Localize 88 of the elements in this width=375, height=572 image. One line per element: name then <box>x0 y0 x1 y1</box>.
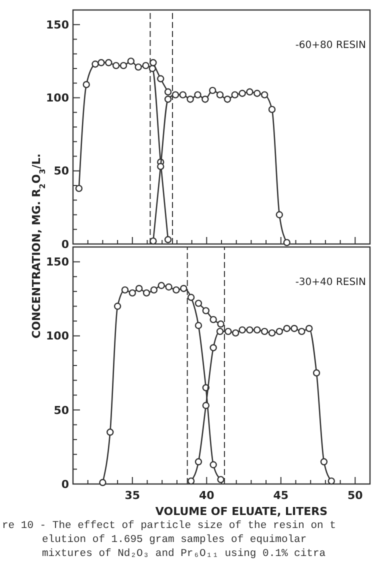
point <box>268 106 276 114</box>
point <box>172 91 180 98</box>
point <box>254 90 261 97</box>
point <box>276 328 284 336</box>
point <box>254 326 261 334</box>
y-tick-label: 100 <box>46 330 70 343</box>
text: mixtures of Nd₂O₃ and Pr₆O₁₁ using 0.1% citra <box>42 548 326 560</box>
point <box>320 458 328 466</box>
point <box>306 324 313 332</box>
point <box>217 320 224 328</box>
point <box>187 294 195 301</box>
point <box>157 162 164 170</box>
point <box>210 461 217 468</box>
x-axis-title: VOLUME OF ELUATE, LITERS <box>155 505 328 518</box>
y-tick-label: 50 <box>54 404 70 417</box>
point <box>216 91 224 98</box>
x-tick-label: 50 <box>347 489 364 502</box>
point <box>268 329 276 337</box>
point <box>180 284 188 292</box>
point <box>238 326 246 334</box>
text: elution of 1.695 gram samples of equimolar <box>42 534 307 546</box>
point <box>202 402 210 410</box>
point <box>165 283 172 291</box>
point <box>246 88 254 96</box>
point <box>312 369 320 377</box>
point <box>194 300 202 307</box>
point <box>134 63 142 71</box>
point <box>283 324 290 332</box>
point <box>283 238 290 246</box>
annotation: -30+40 RESIN <box>295 277 366 288</box>
point <box>150 59 157 66</box>
point <box>106 428 114 436</box>
point <box>194 91 202 98</box>
y-tick-label: 150 <box>46 18 70 32</box>
point <box>298 328 306 336</box>
point <box>216 328 224 336</box>
point <box>224 328 232 336</box>
point <box>128 289 136 297</box>
y-tick-label: 50 <box>54 164 70 178</box>
point <box>112 62 120 70</box>
point <box>202 96 209 103</box>
point <box>127 58 135 65</box>
y-tick-label: 150 <box>46 256 70 269</box>
point <box>164 236 172 244</box>
point <box>114 302 122 310</box>
point <box>179 91 186 98</box>
point <box>150 286 158 294</box>
point <box>232 329 240 337</box>
x-tick-label: 45 <box>273 489 289 502</box>
point <box>260 328 268 336</box>
point <box>98 59 105 66</box>
point <box>210 344 217 352</box>
y-tick-label: 0 <box>61 478 70 491</box>
point <box>208 86 216 94</box>
point <box>82 80 90 88</box>
point <box>164 88 172 96</box>
x-tick-label: 40 <box>198 489 215 502</box>
point <box>238 90 246 97</box>
point <box>276 211 284 218</box>
point <box>92 60 99 68</box>
point <box>231 91 238 98</box>
y-tick-label: 0 <box>61 238 70 251</box>
point <box>164 96 172 103</box>
point <box>142 62 150 70</box>
point <box>224 96 232 103</box>
x-tick-label: 35 <box>124 489 140 502</box>
point <box>158 282 165 290</box>
point <box>194 458 202 466</box>
point <box>328 477 335 485</box>
point <box>105 59 112 66</box>
annotation: -60+80 RESIN <box>295 40 366 51</box>
point <box>172 286 180 294</box>
point <box>142 289 150 297</box>
point <box>187 477 195 485</box>
point <box>99 478 106 486</box>
point <box>210 316 217 324</box>
text: re 10 - The effect of particle size of the resin on t <box>2 520 336 532</box>
point <box>120 62 128 70</box>
point <box>186 96 194 103</box>
point <box>246 326 254 334</box>
point <box>150 237 157 245</box>
point <box>194 322 202 330</box>
point <box>290 324 298 332</box>
y-tick-label: 100 <box>46 92 70 105</box>
point <box>135 284 143 292</box>
point <box>260 91 268 98</box>
point <box>121 286 129 294</box>
point <box>75 184 83 192</box>
